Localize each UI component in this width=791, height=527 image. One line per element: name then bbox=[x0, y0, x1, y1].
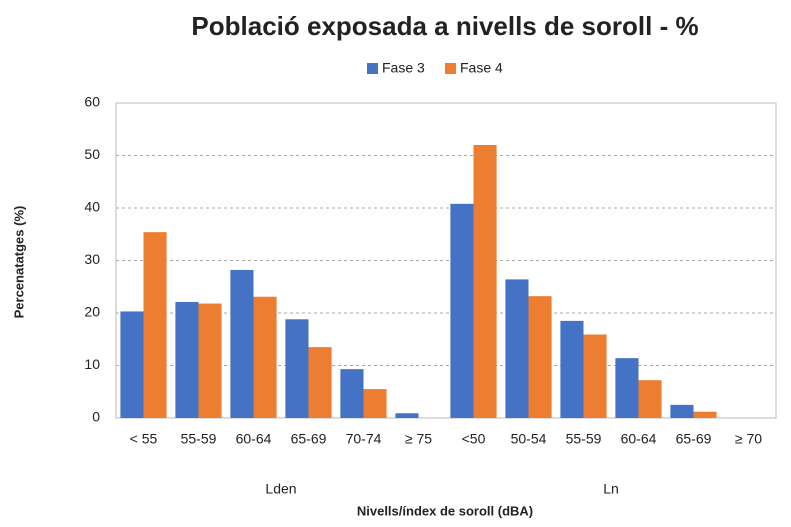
y-tick-label: 0 bbox=[92, 409, 100, 425]
legend-swatch bbox=[445, 63, 456, 74]
bar bbox=[308, 347, 332, 418]
bar bbox=[560, 320, 584, 418]
bar bbox=[528, 296, 552, 418]
bar bbox=[693, 411, 717, 418]
legend-label: Fase 4 bbox=[460, 60, 503, 76]
chart-title: Població exposada a nivells de soroll - … bbox=[191, 11, 698, 41]
y-tick-label: 10 bbox=[84, 356, 100, 372]
bar bbox=[340, 369, 364, 418]
x-tick-label: 65-69 bbox=[676, 431, 712, 447]
x-tick-label: 60-64 bbox=[236, 431, 272, 447]
bar bbox=[285, 319, 309, 418]
x-tick-label: < 55 bbox=[130, 431, 158, 447]
x-tick-label: 60-64 bbox=[621, 431, 657, 447]
bar bbox=[615, 358, 639, 418]
y-tick-label: 50 bbox=[84, 146, 100, 162]
y-tick-label: 60 bbox=[84, 94, 100, 110]
group-label: Ln bbox=[603, 481, 619, 497]
bar bbox=[670, 404, 694, 418]
bar bbox=[473, 145, 497, 418]
y-tick-label: 30 bbox=[84, 251, 100, 267]
bar bbox=[395, 413, 419, 418]
bar bbox=[583, 334, 607, 418]
y-tick-label: 20 bbox=[84, 304, 100, 320]
group-label: Lden bbox=[265, 481, 296, 497]
x-tick-label: 70-74 bbox=[346, 431, 382, 447]
x-tick-label: ≥ 70 bbox=[735, 431, 762, 447]
x-tick-label: 55-59 bbox=[566, 431, 602, 447]
bar bbox=[230, 269, 254, 418]
bar bbox=[253, 296, 277, 418]
x-axis-title: Nivells/índex de soroll (dBA) bbox=[357, 503, 533, 518]
x-tick-label: ≥ 75 bbox=[405, 431, 432, 447]
legend-swatch bbox=[367, 63, 378, 74]
bar bbox=[120, 311, 144, 418]
plot-border bbox=[115, 102, 777, 419]
bar bbox=[363, 389, 387, 418]
x-tick-label: 55-59 bbox=[181, 431, 217, 447]
bar bbox=[175, 301, 199, 418]
x-tick-label: <50 bbox=[462, 431, 486, 447]
x-tick-label: 50-54 bbox=[511, 431, 547, 447]
y-tick-label: 40 bbox=[84, 199, 100, 215]
bar bbox=[450, 203, 474, 418]
legend-label: Fase 3 bbox=[382, 60, 425, 76]
y-axis-title: Percenatatges (%) bbox=[11, 206, 26, 319]
bar bbox=[638, 380, 662, 418]
bar bbox=[198, 303, 222, 418]
bar bbox=[505, 279, 529, 418]
x-tick-label: 65-69 bbox=[291, 431, 327, 447]
bar bbox=[143, 232, 167, 418]
